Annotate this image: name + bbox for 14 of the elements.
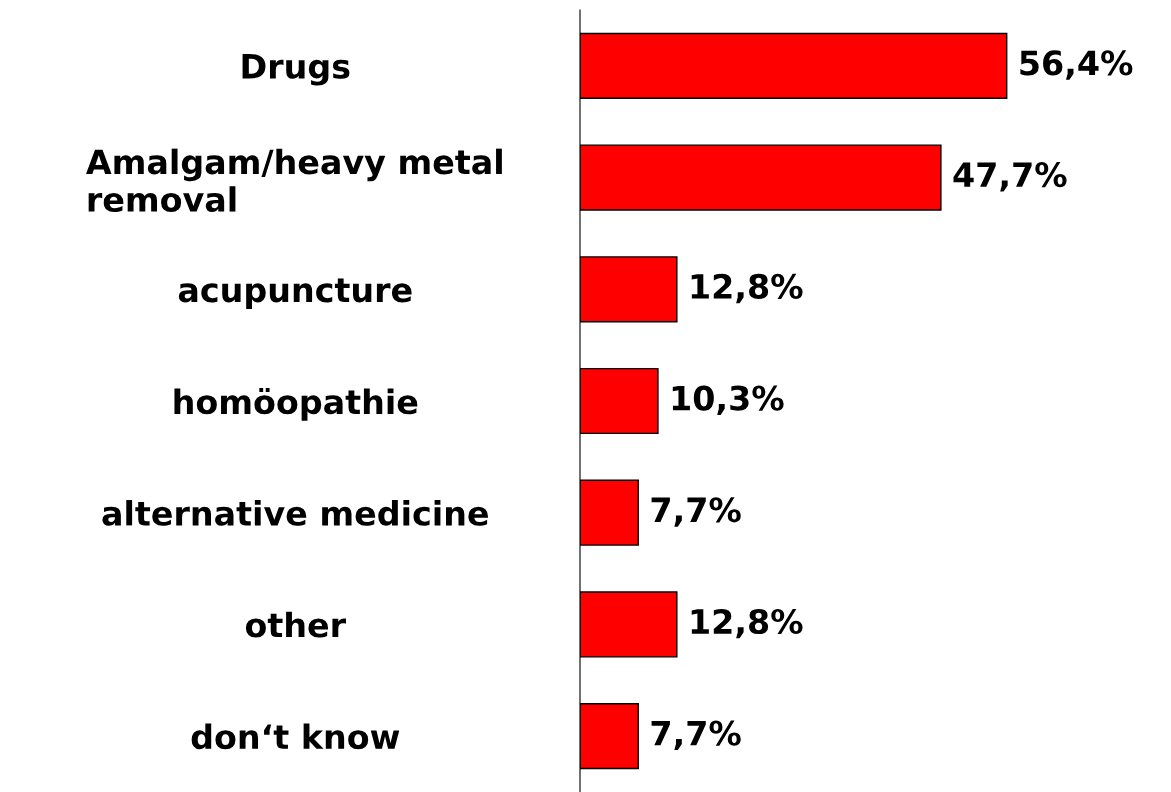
data-label: 10,3% [672, 385, 784, 415]
y-tick-label: Amalgam/heavy metal removal [86, 148, 502, 213]
y-tick-label: alternative medicine [102, 500, 488, 526]
y-tick-label: Drugs [242, 54, 350, 86]
data-label: 7,7% [651, 497, 741, 527]
data-label: 12,8% [691, 608, 803, 639]
data-label: 47,7% [953, 162, 1067, 192]
y-tick-label: homöopathie [174, 388, 418, 421]
y-tick-label: other [245, 611, 346, 638]
data-label: 7,7% [651, 720, 741, 751]
y-tick-label: acupuncture [178, 278, 412, 309]
data-label: 12,8% [691, 273, 803, 304]
y-tick-label: don‘t know [191, 723, 400, 750]
data-label: 56,4% [1020, 50, 1133, 80]
